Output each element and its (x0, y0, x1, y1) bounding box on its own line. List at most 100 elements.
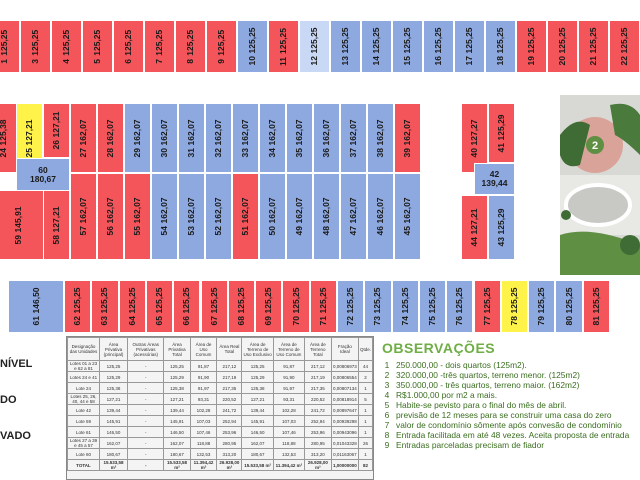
lot-area: 162,07 (105, 118, 115, 145)
lot-number: 5 (92, 58, 102, 64)
table-cell: - (127, 437, 165, 449)
lot-area: 127,21 (469, 208, 479, 235)
lot-number: 31 (186, 147, 196, 158)
table-cell: 241,72 (216, 404, 243, 416)
lot-area: 125,25 (235, 287, 246, 314)
lot-area: 125,25 (317, 287, 328, 314)
table-cell: 82 (357, 459, 373, 471)
lot-16: 16 125,25 (423, 20, 454, 73)
lot-number: 29 (132, 147, 142, 158)
lot-number: 58 (51, 234, 61, 245)
lot-number: 14 (371, 56, 381, 66)
lot-area: 162,07 (402, 118, 412, 145)
table-cell: 146,50 (163, 426, 191, 438)
lot-number: 49 (294, 226, 304, 236)
lot-area: 180,67 (30, 173, 56, 184)
table-cell: 217,19 (216, 371, 243, 383)
lot-area: 125,29 (496, 113, 506, 140)
lot-area: 162,07 (240, 118, 250, 145)
lot-area: 162,07 (321, 118, 331, 145)
observation-item: 2 320.000,00 -três quartos, terreno menor… (378, 370, 640, 380)
lot-67: 67 125,25 (200, 280, 228, 333)
table-cell: 139,44 (98, 404, 129, 416)
table-header-cell: Área de Terreno Total (303, 337, 332, 361)
lot-15: 15 125,25 (392, 20, 423, 73)
observations-panel: OBSERVAÇÕES 1 250.000,00 - dois quartos (… (378, 340, 640, 480)
lot-42: 42 139,44 (474, 163, 515, 195)
table-cell: 11.394,42 m² (189, 459, 218, 471)
table-cell: - (127, 426, 165, 438)
table-cell: 1 (357, 415, 373, 427)
table-cell: 146,50 (98, 426, 129, 438)
table-cell: 217,19 (303, 371, 332, 383)
table-cell: 26 (357, 437, 373, 449)
lot-number: 19 (526, 56, 536, 66)
lot-area: 125,29 (496, 208, 506, 235)
table-cell: 0,00807134 (330, 382, 359, 394)
table-cell: 0,00943096 (330, 426, 359, 438)
table-cell: 102,28 (189, 404, 218, 416)
areas-table-grid: Designação das Unidades Área Privativa (p… (67, 337, 373, 471)
areas-table: Designação das Unidades Área Privativa (p… (66, 336, 374, 480)
lot-number: 50 (267, 226, 277, 236)
table-cell: Lote 61 (67, 426, 100, 438)
table-cell: 0,00806973 (330, 360, 359, 372)
lot-number: 60 (38, 164, 48, 175)
lot-78: 78 125,25 (500, 280, 529, 333)
lot-80: 80 125,25 (555, 280, 583, 333)
table-header-cell: Área de Terreno de Uso Comum (272, 337, 305, 361)
lot-45: 45 162,07 (394, 173, 421, 260)
table-cell: 217,12 (216, 360, 243, 372)
lot-area: 125,25 (588, 27, 598, 54)
table-cell: - (127, 393, 165, 405)
lot-50: 50 162,07 (259, 173, 286, 260)
lot-number: 20 (557, 56, 567, 66)
table-cell: - (127, 382, 165, 394)
lot-area: 162,07 (132, 197, 142, 224)
lot-area: 125,25 (278, 27, 288, 54)
lot-19: 19 125,25 (516, 20, 547, 73)
lot-number: 63 (99, 316, 110, 326)
observation-item: 6 previsão de 12 meses para se construir … (378, 410, 640, 420)
lot-number: 15 (402, 56, 412, 66)
lot-number: 45 (402, 226, 412, 236)
lot-number: 46 (375, 226, 385, 236)
table-cell: 0,00897647 (330, 404, 359, 416)
lot-number: 62 (72, 316, 83, 326)
lot-area: 162,07 (294, 118, 304, 145)
lot-number: 70 (290, 316, 301, 326)
observation-item: 5 Habite-se pevisto para o final do mês d… (378, 400, 640, 410)
lot-33: 33 162,07 (232, 103, 259, 173)
observation-text: 250.000,00 - dois quartos (125m2). (396, 360, 527, 370)
table-cell: 107,46 (189, 426, 218, 438)
lot-21: 21 125,25 (578, 20, 609, 73)
lot-66: 66 125,25 (173, 280, 201, 333)
table-cell: 139,44 (241, 404, 274, 416)
lot-31: 31 162,07 (178, 103, 205, 173)
lot-8: 8 125,25 (175, 20, 206, 73)
table-header-cell: Área de Uso Comum (189, 337, 218, 361)
areas-table-header-row: Designação das Unidades Área Privativa (p… (67, 337, 373, 361)
observation-number: 7 (384, 420, 390, 430)
areas-table-body: Lotes 01 a 23 e 62 a 81 125,25-125,25 91,8… (67, 360, 373, 471)
lot-number: 39 (402, 147, 412, 158)
lot-area: 125,25 (495, 27, 505, 54)
lot-number: 55 (132, 226, 142, 236)
table-header-cell: Área Real Total (216, 337, 243, 361)
table-cell: 118,88 (189, 437, 218, 449)
lot-63: 63 125,25 (91, 280, 119, 333)
observation-text: 350.000,00 - três quartos, terreno maior… (396, 380, 580, 390)
lot-number: 44 (469, 237, 479, 247)
table-cell: 280,95 (216, 437, 243, 449)
lot-number: 75 (427, 316, 438, 326)
lot-area: 145,91 (12, 205, 23, 232)
lot-number: 43 (496, 237, 506, 247)
lot-number: 40 (469, 147, 479, 158)
table-cell: 91,90 (189, 371, 218, 383)
lot-number: 25 (24, 147, 34, 158)
lot-area: 125,25 (61, 29, 71, 56)
lot-area: 125,25 (372, 287, 383, 314)
lot-number: 76 (454, 316, 465, 326)
lot-26: 26 127,21 (43, 103, 70, 158)
